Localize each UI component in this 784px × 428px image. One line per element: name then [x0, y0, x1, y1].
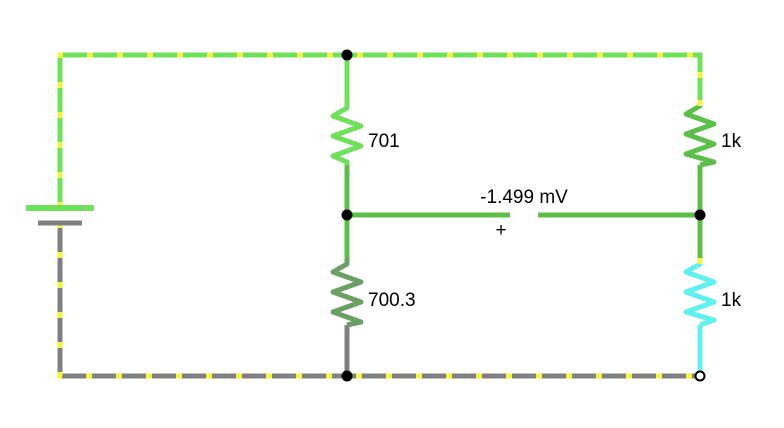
resistor-bottom-right[interactable] — [683, 258, 717, 328]
voltmeter-polarity-plus: + — [495, 220, 506, 241]
resistor-bottom-left[interactable] — [330, 258, 364, 328]
wire-top-rail[interactable] — [57, 52, 703, 208]
voltmeter-reading: -1.499 mV — [480, 187, 568, 208]
resistor-bottom-right-label: 1k — [721, 290, 742, 311]
node-top-left[interactable] — [341, 49, 353, 61]
resistor-top-right[interactable] — [683, 100, 717, 168]
node-middle-left[interactable] — [341, 209, 353, 221]
resistor-top-right-label: 1k — [721, 131, 742, 152]
node-bottom-right[interactable] — [694, 370, 706, 382]
battery[interactable] — [26, 205, 94, 226]
resistor-top-left[interactable] — [330, 100, 364, 165]
node-middle-right[interactable] — [694, 209, 706, 221]
wire-bottom-rail[interactable] — [57, 222, 700, 379]
resistor-bottom-left-label: 700.3 — [368, 290, 416, 311]
resistor-top-left-label: 701 — [368, 131, 400, 152]
node-bottom-left[interactable] — [341, 370, 353, 382]
